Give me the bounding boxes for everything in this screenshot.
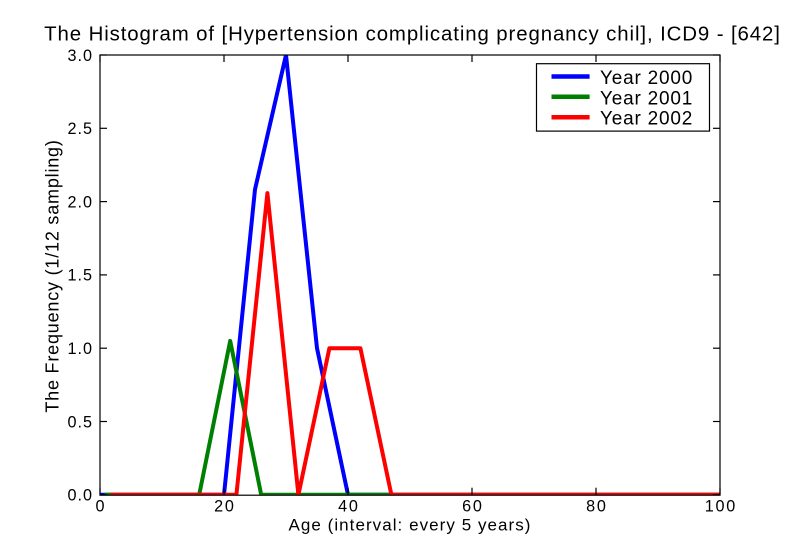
svg-text:Year 2002: Year 2002 <box>600 109 693 130</box>
svg-text:Year 2000: Year 2000 <box>600 68 693 89</box>
svg-text:60: 60 <box>462 498 484 516</box>
svg-text:The Frequency (1/12 sampling): The Frequency (1/12 sampling) <box>43 139 63 412</box>
svg-text:The Histogram of [Hypertension: The Histogram of [Hypertension complicat… <box>44 24 781 46</box>
svg-text:2.0: 2.0 <box>67 194 93 212</box>
svg-text:40: 40 <box>338 498 360 516</box>
svg-text:3.0: 3.0 <box>67 47 93 65</box>
svg-text:2.5: 2.5 <box>67 120 93 138</box>
svg-text:Age (interval: every 5 years): Age (interval: every 5 years) <box>288 516 531 535</box>
svg-text:1.5: 1.5 <box>67 267 93 285</box>
svg-text:Year 2001: Year 2001 <box>600 88 693 109</box>
svg-text:1.0: 1.0 <box>67 340 93 358</box>
svg-text:0.0: 0.0 <box>67 487 93 505</box>
svg-text:20: 20 <box>214 498 236 516</box>
svg-text:0.5: 0.5 <box>67 413 93 431</box>
svg-text:80: 80 <box>586 498 608 516</box>
svg-text:100: 100 <box>705 498 737 516</box>
svg-text:0: 0 <box>95 498 106 516</box>
